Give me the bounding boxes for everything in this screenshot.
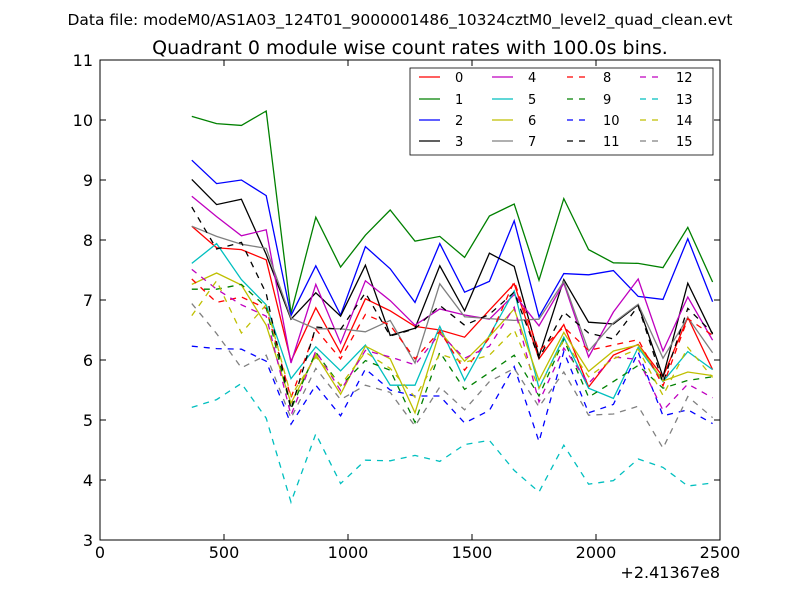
- legend-label-15: 15: [676, 135, 693, 150]
- series-layer: [191, 109, 714, 505]
- series-line-15: [191, 303, 714, 450]
- x-tick-label: 2000: [576, 543, 617, 562]
- legend-label-10: 10: [603, 114, 620, 129]
- legend-label-5: 5: [528, 93, 536, 108]
- series-line-11: [191, 206, 714, 410]
- y-tick-label: 6: [83, 351, 93, 370]
- y-tick-label: 11: [73, 51, 93, 70]
- y-tick-label: 10: [73, 111, 93, 130]
- legend-label-11: 11: [603, 135, 620, 150]
- legend-frame: [409, 67, 714, 156]
- series-line-13: [191, 382, 713, 505]
- series-line-6: [191, 272, 713, 415]
- y-tick-label: 4: [83, 471, 93, 490]
- legend-label-3: 3: [455, 135, 463, 150]
- y-tick-label: 9: [83, 171, 93, 190]
- legend-label-0: 0: [455, 71, 463, 86]
- x-tick-label: 500: [209, 543, 240, 562]
- legend-label-6: 6: [528, 114, 536, 129]
- y-tick-label: 5: [83, 411, 93, 430]
- series-line-14: [191, 279, 714, 399]
- x-offset-label: +2.41367e8: [620, 563, 720, 582]
- series-line-3: [191, 178, 714, 380]
- y-tick-label: 7: [83, 291, 93, 310]
- series-line-9: [191, 283, 713, 425]
- legend-label-9: 9: [603, 93, 611, 108]
- legend-label-12: 12: [676, 71, 693, 86]
- series-line-2: [191, 159, 714, 319]
- legend-label-2: 2: [455, 114, 463, 129]
- series-line-1: [191, 109, 714, 314]
- legend-label-1: 1: [455, 93, 463, 108]
- x-tick-label: 2500: [700, 543, 741, 562]
- series-line-4: [191, 195, 714, 364]
- y-tick-label: 3: [83, 531, 93, 550]
- data-file-suptitle: Data file: modeM0/AS1A03_124T01_90000014…: [67, 11, 732, 30]
- legend-label-4: 4: [528, 71, 536, 86]
- chart-title: Quadrant 0 module wise count rates with …: [152, 37, 668, 59]
- x-tick-label: 1000: [328, 543, 369, 562]
- y-tick-label: 8: [83, 231, 93, 250]
- legend-label-8: 8: [603, 71, 611, 86]
- series-line-7: [191, 225, 714, 365]
- x-tick-label: 1500: [452, 543, 493, 562]
- legend-label-7: 7: [528, 135, 536, 150]
- x-tick-label: 0: [95, 543, 105, 562]
- series-line-10: [191, 345, 713, 444]
- legend-label-13: 13: [676, 93, 693, 108]
- legend-label-14: 14: [676, 114, 693, 129]
- series-line-0: [191, 225, 714, 389]
- series-line-12: [191, 268, 713, 418]
